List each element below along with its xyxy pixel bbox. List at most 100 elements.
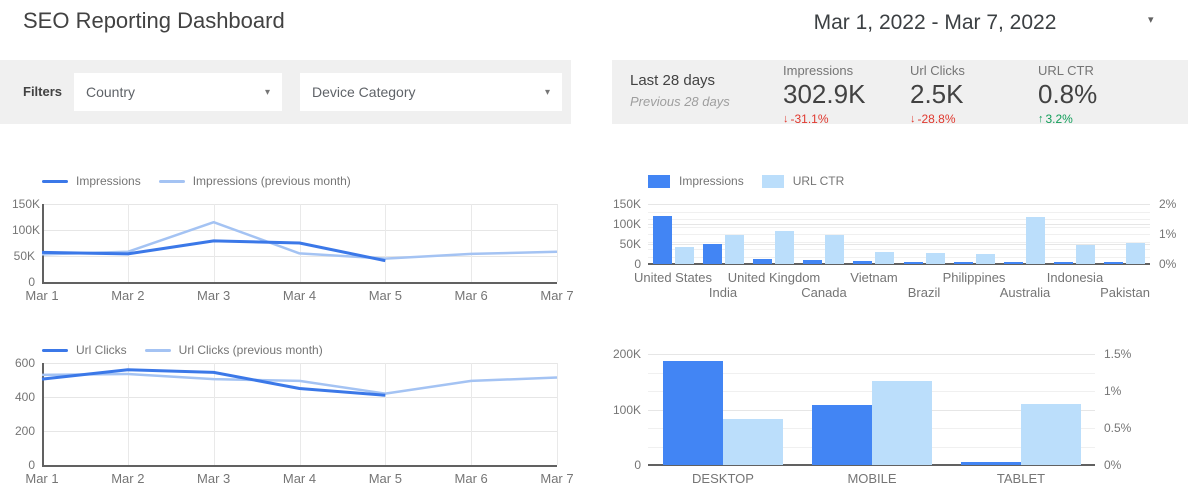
legend-label: Impressions [679,174,744,188]
legend-label: Url Clicks [76,343,127,357]
bar-impressions[interactable] [1054,262,1073,264]
bar-url-ctr[interactable] [675,247,694,264]
x-axis-label: Australia [999,285,1051,300]
bar-url-ctr[interactable] [1021,404,1081,465]
y-axis-line [42,204,44,282]
bar-url-ctr[interactable] [926,253,945,264]
bar-impressions[interactable] [653,216,672,264]
bar-url-ctr[interactable] [976,254,995,264]
gridline [214,204,215,282]
legend-swatch [144,348,171,352]
legend-label: URL CTR [792,174,845,188]
legend-item: Impressions (previous month) [158,174,351,188]
date-range-control[interactable]: Mar 1, 2022 - Mar 7, 2022 [700,6,1170,40]
metric-delta: ↓ -31.1% [783,112,913,126]
bar-impressions[interactable] [1004,262,1023,264]
x-axis-label: Mar 2 [111,471,145,486]
y-axis-left-label: 150K [612,197,641,211]
bar-impressions[interactable] [753,259,772,264]
y-axis-left-label: 200K [612,347,641,361]
bar-impressions[interactable] [663,361,723,465]
trend-arrow-icon: ↓ [910,113,916,125]
filters-label: Filters [23,84,63,99]
bar-url-ctr[interactable] [1026,217,1045,264]
filters-bar: Filters Country ▾ Device Category ▾ [0,60,571,124]
url-clicks-line-chart: Url Clicks Url Clicks (previous month) 600… [12,338,574,490]
x-axis-label: Canada [801,285,847,300]
x-axis-label: DESKTOP [692,471,754,486]
device-category-filter-dropdown[interactable]: Device Category ▾ [300,73,562,111]
x-axis-label: Mar 5 [368,288,402,303]
bar-url-ctr[interactable] [1076,245,1095,264]
bar-impressions[interactable] [1104,262,1123,264]
bar-url-ctr[interactable] [825,235,844,264]
line-series [41,220,558,263]
gridline [648,249,1150,250]
page-title: SEO Reporting Dashboard [23,8,285,33]
chevron-down-icon: ▾ [544,86,550,98]
series-current [41,368,386,397]
gridline [300,363,301,465]
gridline [557,363,558,465]
metric-value: 2.5K [910,79,964,109]
y-axis-right-label: 0% [1159,257,1177,271]
metric-delta-value: 3.2% [1045,112,1073,126]
gridline [648,242,1150,243]
bar-impressions[interactable] [853,261,872,264]
x-axis-label: Mar 7 [540,288,574,303]
gridline [648,234,1150,235]
legend-label: Url Clicks (previous month) [178,343,323,357]
trend-arrow-icon: ↓ [783,113,789,125]
country-bar-chart: Impressions URL CTR 150K 100K 50K 0 2% 1% 0% Unit… [612,168,1188,303]
period-current-label: Last 28 days [630,72,716,89]
bar-url-ctr[interactable] [1126,243,1145,264]
legend-item: Url Clicks (previous month) [144,343,323,357]
x-axis-label: Mar 5 [368,471,402,486]
gridline [128,363,129,465]
chart-legend: Impressions Impressions (previous month) [42,174,369,188]
gridline [385,363,386,465]
bar-url-ctr[interactable] [875,252,894,264]
y-axis-label: 100K [12,223,41,237]
x-axis-label: Brazil [907,285,941,300]
bar-impressions[interactable] [803,260,822,264]
gridline [648,354,1095,355]
x-axis-label: TABLET [996,471,1046,486]
bar-url-ctr[interactable] [723,419,783,465]
country-filter-dropdown[interactable]: Country ▾ [74,73,282,111]
metric-delta: ↑ 3.2% [1038,112,1168,126]
x-axis-label: Pakistan [1100,285,1150,300]
gridline [42,397,557,398]
y-axis-right-label: 0% [1104,458,1122,472]
gridline [648,257,1150,258]
bar-impressions[interactable] [961,462,1021,465]
y-axis-left-label: 0 [634,458,641,472]
bar-url-ctr[interactable] [872,381,932,465]
series-current [41,239,386,263]
impressions-line-chart: Impressions Impressions (previous month) 1… [12,168,574,303]
bar-url-ctr[interactable] [775,231,794,264]
gridline [42,465,557,467]
x-axis-line [648,263,1150,265]
x-axis-label: MOBILE [847,471,897,486]
legend-label: Impressions (previous month) [192,174,351,188]
bar-impressions[interactable] [954,262,973,264]
bar-impressions[interactable] [904,262,923,264]
bar-impressions[interactable] [812,405,872,465]
x-axis-label: United States [633,270,713,285]
gridline [385,204,386,282]
x-axis-label: Mar 1 [25,288,59,303]
metric-value: 0.8% [1038,79,1098,109]
bar-impressions[interactable] [703,244,722,264]
gridline [214,363,215,465]
legend-item: URL CTR [761,174,845,188]
series-previous [41,372,558,395]
y-axis-right-label: 2% [1159,197,1177,211]
gridline [648,391,1095,392]
gridline [648,227,1150,228]
y-axis-label: 0 [28,275,35,289]
date-range-caret-icon[interactable]: ▾ [1148,14,1154,26]
metric-delta-value: -28.8% [917,112,956,126]
bar-url-ctr[interactable] [725,235,744,264]
x-axis-label: Indonesia [1046,270,1104,285]
